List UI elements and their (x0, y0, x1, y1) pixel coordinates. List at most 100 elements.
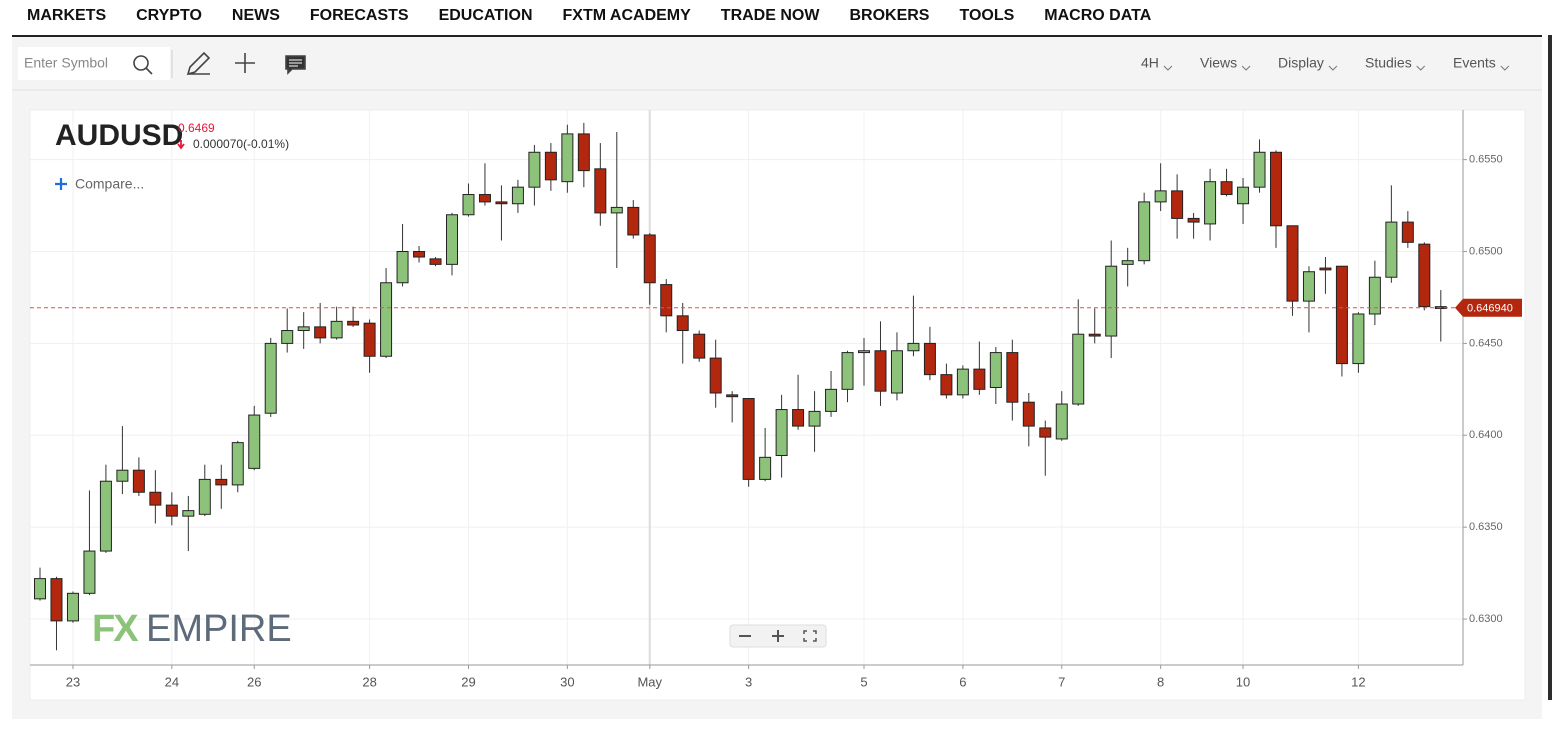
candle-body (363, 322, 376, 357)
toolbar-menu[interactable]: Studies (1365, 55, 1412, 71)
y-tick-label: 0.6450 (1469, 337, 1503, 349)
nav-item[interactable]: FXTM ACADEMY (563, 7, 692, 24)
chevron (1328, 65, 1338, 71)
candle-body (1121, 260, 1134, 265)
add-icon[interactable] (235, 53, 255, 73)
candle-body (726, 394, 739, 398)
candle-body (462, 194, 475, 216)
symbol: AUDUSD (55, 119, 183, 152)
down-arrow (177, 140, 185, 150)
candle-body (66, 592, 79, 622)
candle-body (528, 151, 541, 188)
y-tick-label: 0.6300 (1469, 613, 1503, 625)
candle-body (264, 342, 277, 414)
candle-body (1418, 243, 1431, 308)
nav-item[interactable]: TRADE NOW (721, 7, 821, 24)
last-price-tag (1455, 298, 1522, 317)
plot (30, 122, 1455, 651)
candle-body (709, 357, 722, 394)
candle-body (380, 282, 393, 357)
candle-body (1204, 181, 1217, 225)
candle-body (1352, 313, 1365, 365)
chevron (1416, 65, 1426, 71)
search-icon[interactable] (133, 55, 149, 71)
x-tick-label: 28 (362, 674, 376, 689)
toolbar-menu[interactable]: 4H (1141, 55, 1159, 71)
draw-icon[interactable] (186, 51, 211, 76)
candle-body (1385, 221, 1398, 278)
nav-item[interactable]: NEWS (232, 7, 280, 24)
candle-body (1171, 190, 1184, 219)
nav-item[interactable]: CRYPTO (136, 7, 202, 24)
x-tick-label: 6 (959, 674, 966, 689)
candle-body (577, 133, 590, 172)
zoom-in[interactable] (772, 630, 784, 642)
compare-plus[interactable] (55, 178, 67, 190)
compare[interactable]: Compare... (75, 176, 144, 192)
nav-item[interactable]: EDUCATION (439, 7, 533, 24)
symbol-input[interactable] (18, 47, 170, 80)
candle-body (281, 330, 294, 344)
y-tick-label: 0.6400 (1469, 429, 1503, 441)
nav-item[interactable]: MARKETS (27, 7, 106, 24)
candle-body (923, 342, 936, 376)
x-tick-label: 10 (1236, 674, 1250, 689)
candle-body (1055, 403, 1068, 440)
candle-body (1022, 401, 1035, 427)
candle-body (594, 168, 607, 214)
candle-body (1105, 265, 1118, 337)
x-tick-label: 12 (1351, 674, 1365, 689)
candle-body (742, 398, 755, 480)
candle-body (792, 409, 805, 427)
nav-item[interactable]: FORECASTS (310, 7, 409, 24)
candle-body (841, 352, 854, 390)
candle-body (132, 469, 145, 493)
nav-item[interactable]: TOOLS (959, 7, 1014, 24)
nav-item[interactable]: MACRO DATA (1044, 7, 1151, 24)
candle-body (1138, 201, 1151, 262)
x-tick-label: 23 (66, 674, 80, 689)
candle-body (396, 251, 409, 284)
chevron (1500, 65, 1510, 71)
candle-body (808, 410, 821, 427)
candle-body (660, 284, 673, 317)
watermark-empire: EMPIRE (146, 608, 292, 650)
watermark-fx: FX (92, 608, 139, 650)
candle-body (907, 342, 920, 352)
candle-body (495, 201, 508, 205)
toolbar-menu[interactable]: Events (1453, 55, 1496, 71)
candle-body (1401, 221, 1414, 243)
grid (30, 110, 1467, 669)
last-price-label: 0.646940 (1467, 303, 1513, 315)
candle-body (1039, 427, 1052, 438)
candle-body (874, 350, 887, 392)
candle-body (940, 374, 953, 396)
toolbar-menu[interactable]: Display (1278, 55, 1324, 71)
candle-body (561, 133, 574, 183)
chevron (1241, 65, 1251, 71)
candle-body (676, 315, 689, 332)
candle-body (50, 578, 63, 622)
candle-body (446, 214, 458, 265)
candle-body (956, 368, 969, 396)
candle-body (83, 550, 96, 594)
candle-body (429, 258, 442, 265)
candle-body (825, 388, 838, 412)
x-tick-label: May (637, 674, 662, 689)
x-tick-label: 5 (860, 674, 867, 689)
y-tick-label: 0.6350 (1469, 521, 1503, 533)
candle-body (1335, 265, 1348, 365)
candle-body (1253, 151, 1266, 188)
nav-item[interactable]: BROKERS (849, 7, 929, 24)
candle-body (1088, 333, 1101, 337)
candle-body (149, 491, 162, 506)
candle-body (1006, 352, 1019, 403)
x-tick-label: 30 (560, 674, 574, 689)
candle-body (231, 442, 244, 486)
x-tick-label: 7 (1058, 674, 1065, 689)
candle-body (610, 206, 623, 214)
toolbar-menu[interactable]: Views (1200, 55, 1237, 71)
fullscreen[interactable] (803, 630, 817, 642)
